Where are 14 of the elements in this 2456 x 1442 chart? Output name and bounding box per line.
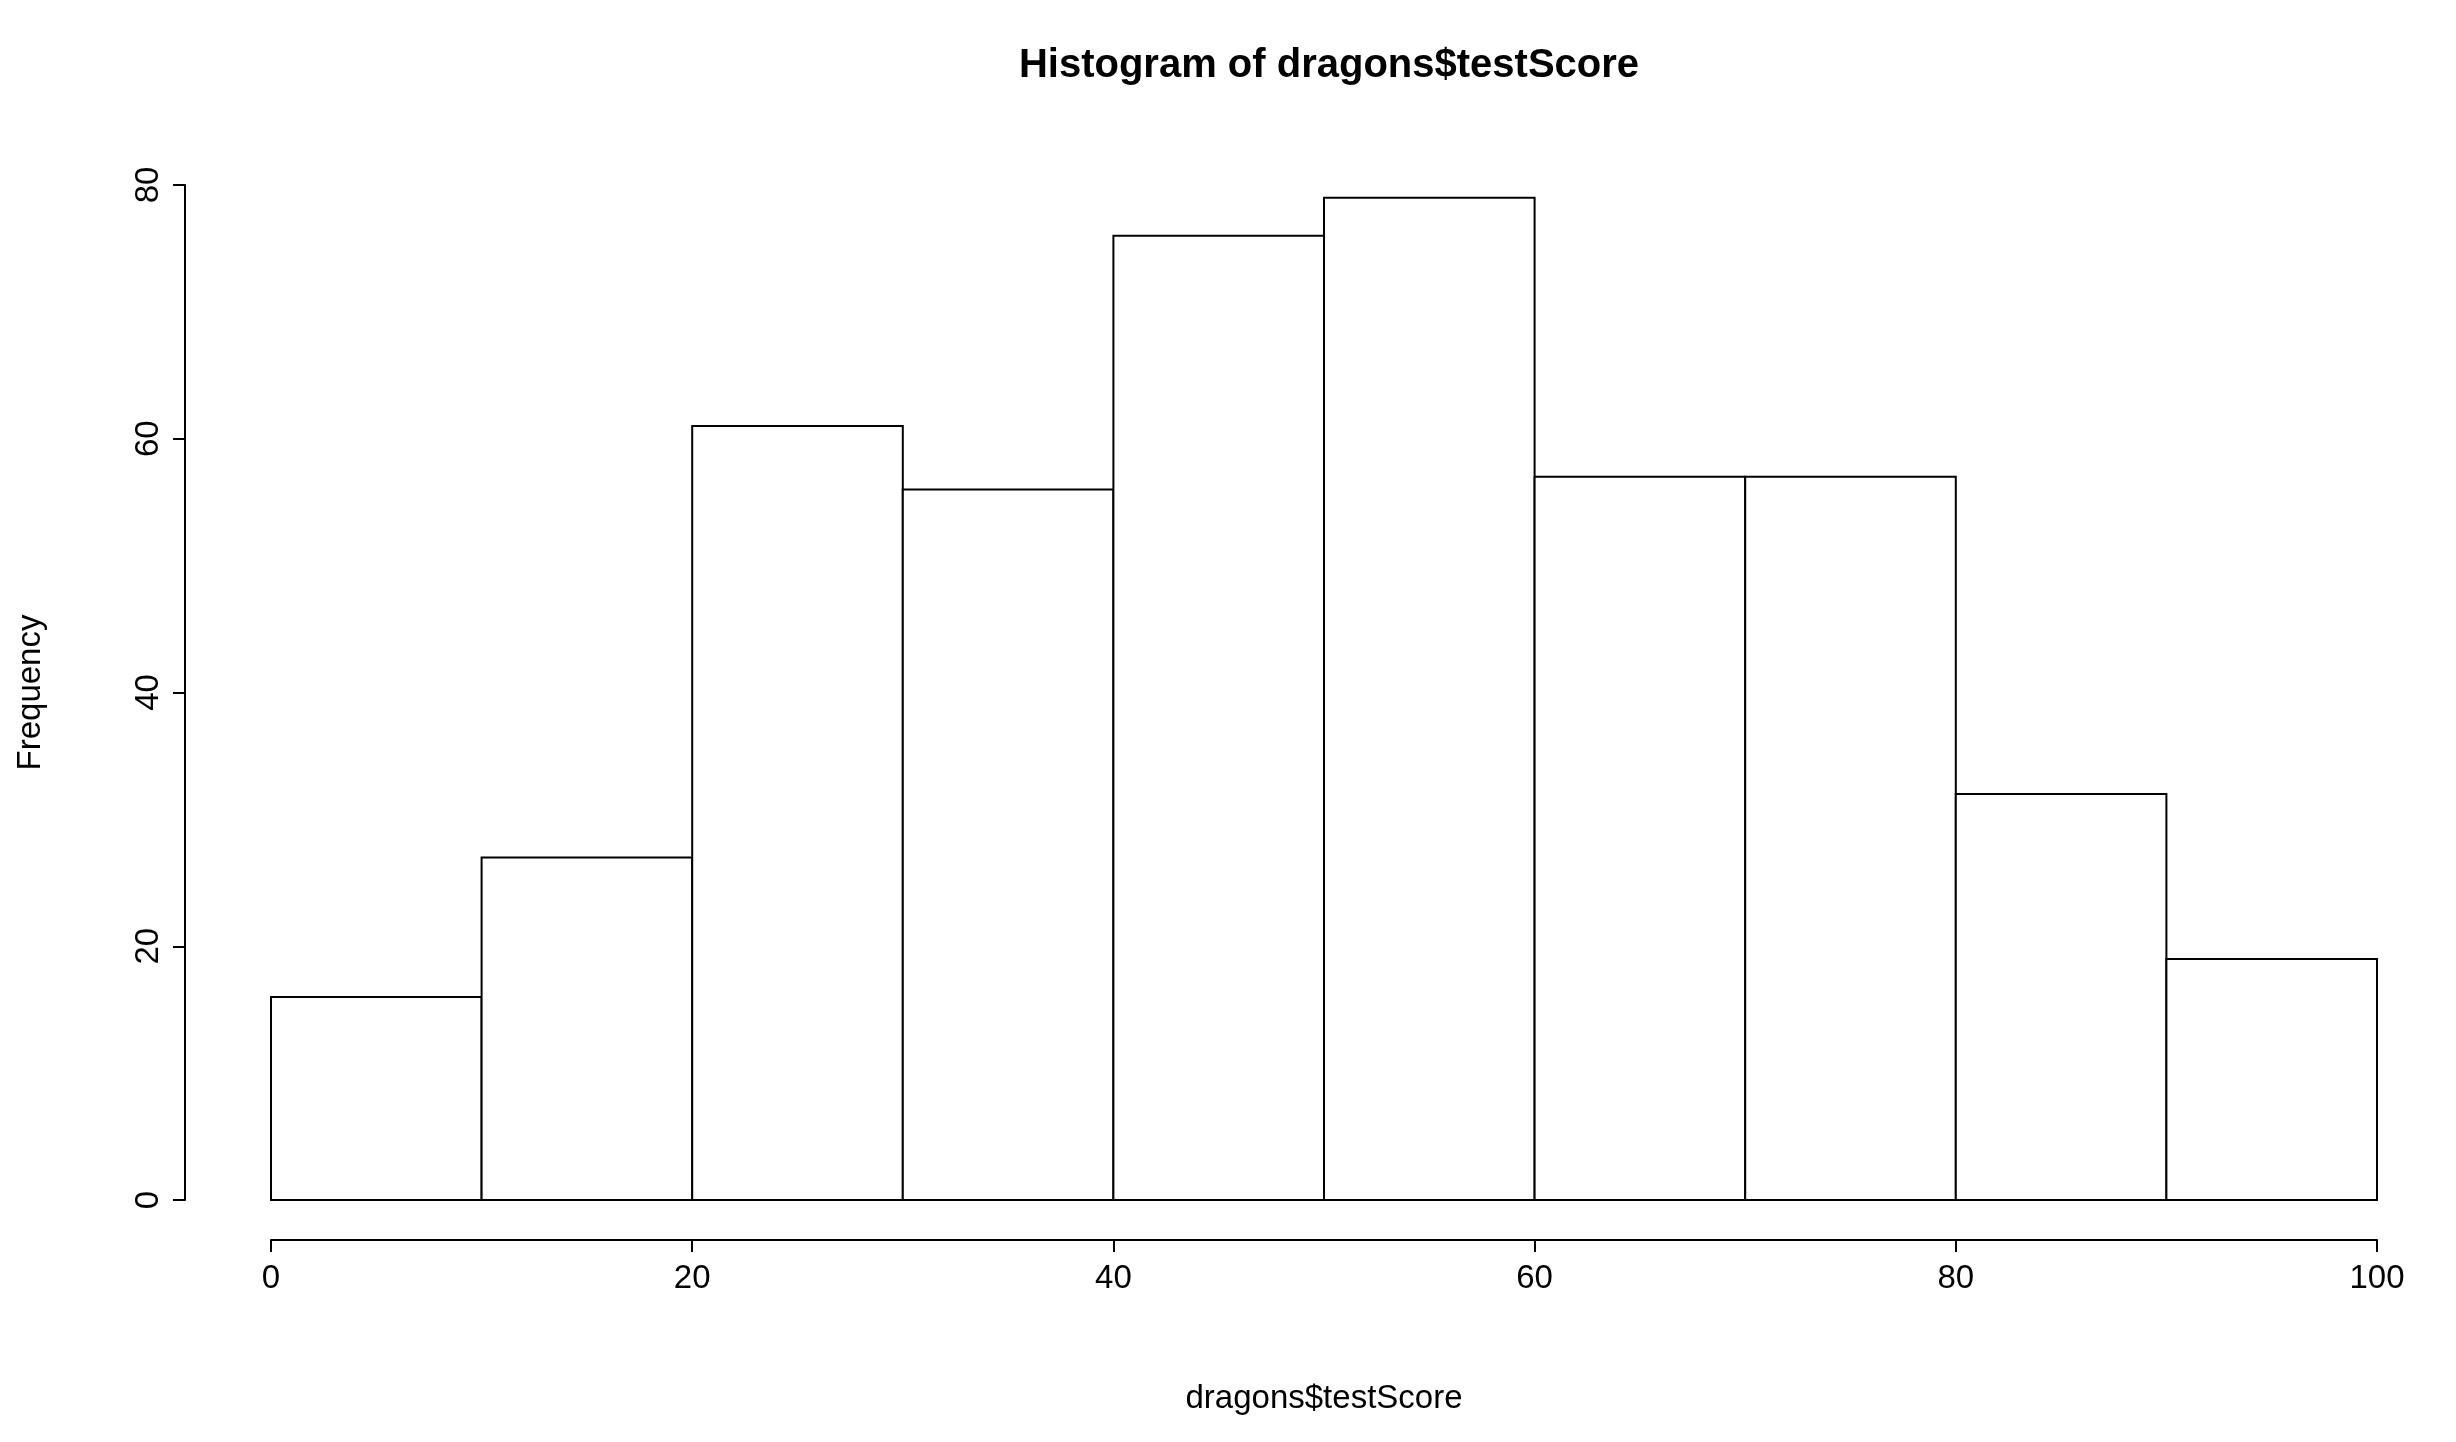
y-tick-label: 60	[128, 420, 165, 458]
y-tick-label: 80	[128, 166, 165, 204]
chart-title: Histogram of dragons$testScore	[1018, 41, 1640, 85]
y-tick-label: 40	[128, 674, 165, 711]
x-tick-label: 40	[1095, 1258, 1132, 1295]
x-tick-label: 80	[1937, 1258, 1975, 1295]
y-tick-label: 0	[128, 1190, 165, 1210]
x-axis-title: dragons$testScore	[1185, 1378, 1463, 1415]
x-tick-label: 60	[1516, 1258, 1553, 1295]
x-tick-label: 0	[261, 1258, 281, 1295]
x-tick-label: 20	[673, 1258, 711, 1295]
y-tick-label: 20	[128, 927, 165, 965]
y-axis-title: Frequency	[10, 614, 47, 771]
x-tick-label: 100	[2349, 1258, 2405, 1295]
